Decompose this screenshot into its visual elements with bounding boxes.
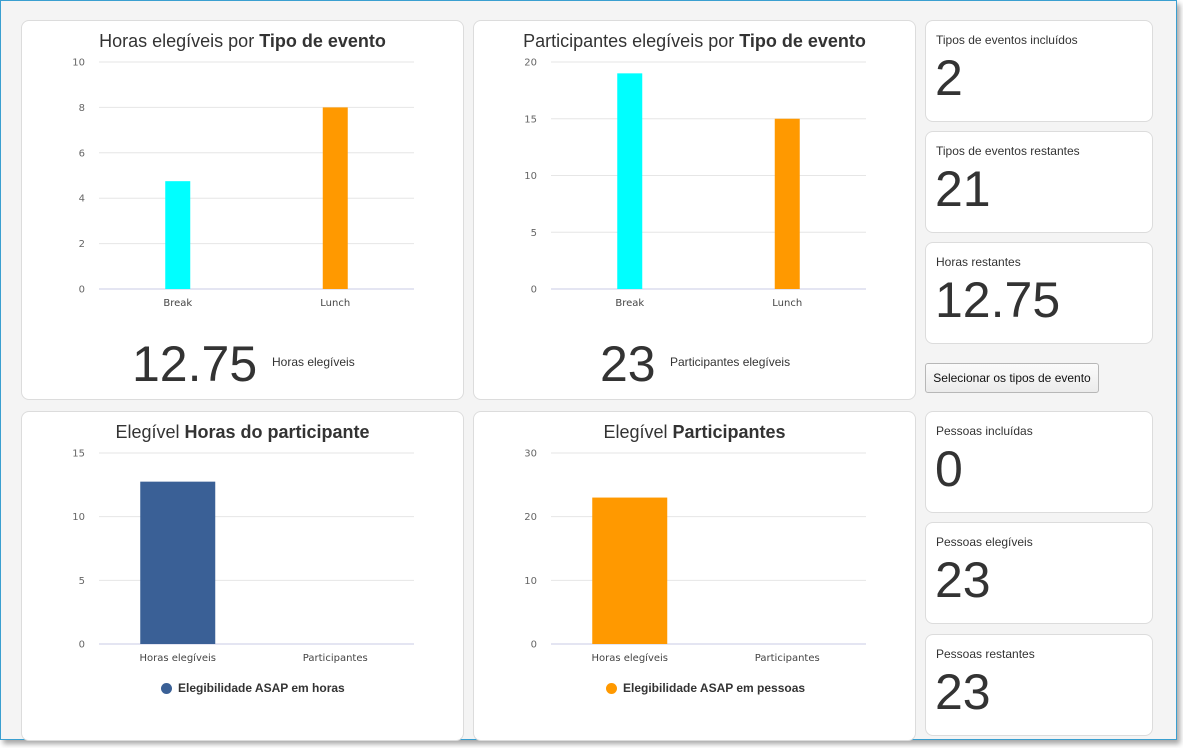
bar — [140, 481, 216, 644]
stat-people-included: Pessoas incluídas 0 — [925, 411, 1153, 513]
y-tick-label: 15 — [72, 449, 85, 460]
y-tick-label: 15 — [524, 114, 537, 125]
y-tick-label: 2 — [79, 239, 85, 250]
chart-title: Elegível Participantes — [603, 422, 786, 442]
y-tick-label: 30 — [524, 449, 537, 460]
hours-by-event-type-chart: 0 2 4 6 8 10 Break Lunch — [72, 58, 414, 309]
x-tick-label: Lunch — [320, 298, 350, 309]
participants-by-event-type-card: Participantes elegíveis por Tipo de even… — [473, 20, 916, 400]
y-tick-label: 0 — [79, 640, 85, 651]
stat-event-types-remaining: Tipos de eventos restantes 21 — [925, 131, 1153, 233]
hours-by-event-type-card: Horas elegíveis por Tipo de evento 0 2 4 6 8… — [21, 20, 464, 400]
participants-chart: 0 10 20 30 Horas elegíveis Participantes — [524, 449, 866, 664]
x-tick-label: Participantes — [303, 653, 368, 664]
participant-hours-chart: 0 5 10 15 Horas elegíveis Participantes — [72, 449, 414, 664]
stat-event-types-included: Tipos de eventos incluídos 2 — [925, 20, 1153, 122]
x-tick-label: Break — [163, 298, 192, 309]
legend: Elegibilidade ASAP em pessoas — [606, 681, 805, 695]
x-tick-label: Horas elegíveis — [139, 652, 216, 664]
x-tick-label: Lunch — [772, 298, 802, 309]
participants-by-event-type-chart: 0 5 10 15 20 Break Lunch — [524, 58, 866, 309]
y-tick-label: 0 — [79, 285, 85, 296]
y-tick-label: 4 — [79, 194, 85, 205]
chart-title: Elegível Horas do participante — [115, 422, 370, 442]
chart-title: Horas elegíveis por Tipo de evento — [99, 31, 386, 51]
stat-people-remaining: Pessoas restantes 23 — [925, 634, 1153, 736]
y-tick-label: 5 — [531, 228, 537, 239]
legend-marker-icon — [161, 682, 172, 694]
y-tick-label: 10 — [524, 576, 537, 587]
participants-card: Elegível Participantes 0 10 20 30 Horas eleg… — [473, 411, 916, 741]
x-tick-label: Horas elegíveis — [591, 652, 668, 664]
y-tick-label: 10 — [72, 58, 85, 69]
total-participants-value: 23 — [600, 336, 656, 392]
y-tick-label: 5 — [79, 576, 85, 587]
stat-people-eligible: Pessoas elegíveis 23 — [925, 522, 1153, 624]
total-hours-value: 12.75 — [132, 336, 258, 392]
bar — [592, 497, 668, 644]
legend-marker-icon — [606, 682, 617, 694]
participant-hours-card: Elegível Horas do participante 0 5 10 15 Hor… — [21, 411, 464, 741]
bar — [165, 181, 191, 289]
x-tick-label: Participantes — [755, 653, 820, 664]
x-tick-label: Break — [615, 298, 644, 309]
y-tick-label: 20 — [524, 512, 537, 523]
select-event-types-button[interactable]: Selecionar os tipos de evento — [925, 363, 1099, 393]
y-tick-label: 6 — [79, 148, 85, 159]
y-tick-label: 0 — [531, 285, 537, 296]
bar — [617, 73, 643, 289]
bar — [774, 118, 800, 289]
chart-title: Participantes elegíveis por Tipo de even… — [523, 31, 866, 51]
y-tick-label: 10 — [72, 512, 85, 523]
total-participants-label: Participantes elegíveis — [670, 355, 791, 369]
y-tick-label: 8 — [79, 103, 85, 114]
legend: Elegibilidade ASAP em horas — [161, 681, 345, 695]
stat-hours-remaining: Horas restantes 12.75 — [925, 242, 1153, 344]
y-tick-label: 0 — [531, 640, 537, 651]
y-tick-label: 10 — [524, 171, 537, 182]
total-hours-label: Horas elegíveis — [272, 355, 355, 369]
y-tick-label: 20 — [524, 58, 537, 69]
bar — [322, 107, 348, 290]
